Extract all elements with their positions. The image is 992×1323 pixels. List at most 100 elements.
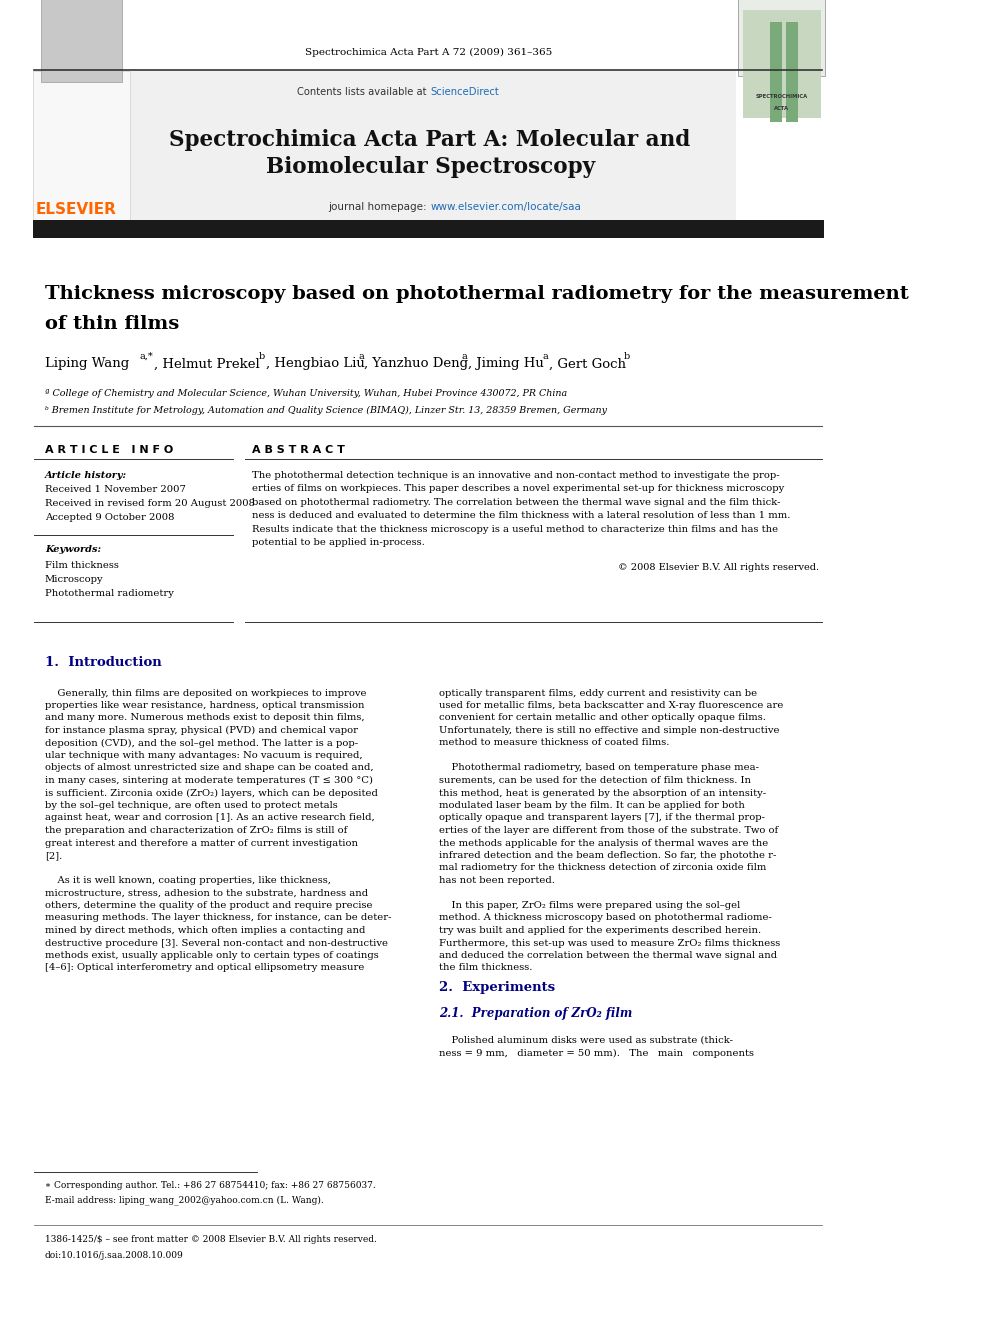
Text: potential to be applied in-process.: potential to be applied in-process. (252, 538, 425, 548)
Text: try was built and applied for the experiments described herein.: try was built and applied for the experi… (438, 926, 761, 935)
Text: Liping Wang: Liping Wang (45, 357, 129, 370)
Text: , Helmut Prekel: , Helmut Prekel (154, 357, 260, 370)
Text: used for metallic films, beta backscatter and X-ray fluorescence are: used for metallic films, beta backscatte… (438, 701, 783, 710)
Text: [4–6]: Optical interferometry and optical ellipsometry measure: [4–6]: Optical interferometry and optica… (45, 963, 364, 972)
Text: Biomolecular Spectroscopy: Biomolecular Spectroscopy (266, 156, 594, 179)
Text: Received 1 November 2007: Received 1 November 2007 (45, 486, 186, 495)
Text: the preparation and characterization of ZrO₂ films is still of: the preparation and characterization of … (45, 826, 347, 835)
Text: infrared detection and the beam deflection. So far, the photothe r-: infrared detection and the beam deflecti… (438, 851, 776, 860)
Text: erties of the layer are different from those of the substrate. Two of: erties of the layer are different from t… (438, 826, 778, 835)
Text: ness = 9 mm,   diameter = 50 mm).   The   main   components: ness = 9 mm, diameter = 50 mm). The main… (438, 1048, 754, 1057)
Text: Photothermal radiometry: Photothermal radiometry (45, 589, 174, 598)
Text: www.elsevier.com/locate/saa: www.elsevier.com/locate/saa (431, 202, 581, 212)
Text: of thin films: of thin films (45, 315, 180, 333)
Text: ELSEVIER: ELSEVIER (36, 202, 116, 217)
Text: methods exist, usually applicable only to certain types of coatings: methods exist, usually applicable only t… (45, 951, 379, 960)
Text: this method, heat is generated by the absorption of an intensity-: this method, heat is generated by the ab… (438, 789, 766, 798)
Text: in many cases, sintering at moderate temperatures (T ≤ 300 °C): in many cases, sintering at moderate tem… (45, 775, 373, 785)
Text: great interest and therefore a matter of current investigation: great interest and therefore a matter of… (45, 839, 358, 848)
Text: based on photothermal radiometry. The correlation between the thermal wave signa: based on photothermal radiometry. The co… (252, 497, 781, 507)
FancyBboxPatch shape (786, 22, 798, 122)
Text: Contents lists available at: Contents lists available at (298, 87, 431, 97)
Text: A B S T R A C T: A B S T R A C T (252, 445, 345, 455)
Text: 2.1.  Preparation of ZrO₂ film: 2.1. Preparation of ZrO₂ film (438, 1008, 632, 1020)
Text: against heat, wear and corrosion [1]. As an active research field,: against heat, wear and corrosion [1]. As… (45, 814, 375, 823)
Text: , Gert Goch: , Gert Goch (550, 357, 626, 370)
Text: method to measure thickness of coated films.: method to measure thickness of coated fi… (438, 738, 670, 747)
Text: ∗ Corresponding author. Tel.: +86 27 68754410; fax: +86 27 68756037.: ∗ Corresponding author. Tel.: +86 27 687… (45, 1181, 376, 1191)
Text: a,*: a,* (140, 352, 154, 361)
Text: ness is deduced and evaluated to determine the film thickness with a lateral res: ness is deduced and evaluated to determi… (252, 511, 791, 520)
Text: measuring methods. The layer thickness, for instance, can be deter-: measuring methods. The layer thickness, … (45, 913, 392, 922)
Text: doi:10.1016/j.saa.2008.10.009: doi:10.1016/j.saa.2008.10.009 (45, 1250, 184, 1259)
Text: mined by direct methods, which often implies a contacting and: mined by direct methods, which often imp… (45, 926, 365, 935)
Text: optically opaque and transparent layers [7], if the thermal prop-: optically opaque and transparent layers … (438, 814, 765, 823)
FancyBboxPatch shape (33, 220, 824, 238)
FancyBboxPatch shape (131, 71, 736, 232)
Text: a: a (543, 352, 549, 361)
Text: Spectrochimica Acta Part A: Molecular and: Spectrochimica Acta Part A: Molecular an… (170, 130, 690, 151)
Text: , Hengbiao Liu: , Hengbiao Liu (266, 357, 365, 370)
Text: [2].: [2]. (45, 851, 62, 860)
Text: Generally, thin films are deposited on workpieces to improve: Generally, thin films are deposited on w… (45, 688, 366, 697)
Text: The photothermal detection technique is an innovative and non-contact method to : The photothermal detection technique is … (252, 471, 780, 479)
Text: the methods applicable for the analysis of thermal waves are the: the methods applicable for the analysis … (438, 839, 768, 848)
FancyBboxPatch shape (42, 0, 122, 82)
Text: erties of films on workpieces. This paper describes a novel experimental set-up : erties of films on workpieces. This pape… (252, 484, 785, 493)
Text: Received in revised form 20 August 2008: Received in revised form 20 August 2008 (45, 500, 255, 508)
Text: deposition (CVD), and the sol–gel method. The latter is a pop-: deposition (CVD), and the sol–gel method… (45, 738, 358, 747)
FancyBboxPatch shape (771, 22, 783, 122)
Text: ular technique with many advantages: No vacuum is required,: ular technique with many advantages: No … (45, 751, 362, 759)
Text: , Yanzhuo Deng: , Yanzhuo Deng (364, 357, 468, 370)
Text: Accepted 9 October 2008: Accepted 9 October 2008 (45, 513, 175, 523)
Text: convenient for certain metallic and other optically opaque films.: convenient for certain metallic and othe… (438, 713, 766, 722)
Text: by the sol–gel technique, are often used to protect metals: by the sol–gel technique, are often used… (45, 800, 337, 810)
Text: has not been reported.: has not been reported. (438, 876, 555, 885)
Text: ᵇ Bremen Institute for Metrology, Automation and Quality Science (BIMAQ), Linzer: ᵇ Bremen Institute for Metrology, Automa… (45, 405, 607, 414)
Text: Results indicate that the thickness microscopy is a useful method to characteriz: Results indicate that the thickness micr… (252, 525, 779, 534)
FancyBboxPatch shape (738, 0, 824, 75)
Text: ª College of Chemistry and Molecular Science, Wuhan University, Wuhan, Hubei Pro: ª College of Chemistry and Molecular Sci… (45, 389, 567, 398)
Text: modulated laser beam by the film. It can be applied for both: modulated laser beam by the film. It can… (438, 800, 745, 810)
Text: a: a (358, 352, 364, 361)
Text: and deduced the correlation between the thermal wave signal and: and deduced the correlation between the … (438, 951, 777, 960)
Text: properties like wear resistance, hardness, optical transmission: properties like wear resistance, hardnes… (45, 701, 364, 710)
Text: Photothermal radiometry, based on temperature phase mea-: Photothermal radiometry, based on temper… (438, 763, 759, 773)
Text: Article history:: Article history: (45, 471, 127, 479)
Text: Thickness microscopy based on photothermal radiometry for the measurement: Thickness microscopy based on phototherm… (45, 284, 909, 303)
Text: is sufficient. Zirconia oxide (ZrO₂) layers, which can be deposited: is sufficient. Zirconia oxide (ZrO₂) lay… (45, 789, 378, 798)
Text: Keywords:: Keywords: (45, 545, 101, 554)
Text: ACTA: ACTA (774, 106, 790, 111)
Text: E-mail address: liping_wang_2002@yahoo.com.cn (L. Wang).: E-mail address: liping_wang_2002@yahoo.c… (45, 1195, 323, 1205)
Text: method. A thickness microscopy based on photothermal radiome-: method. A thickness microscopy based on … (438, 913, 772, 922)
Text: Microscopy: Microscopy (45, 574, 103, 583)
Text: surements, can be used for the detection of film thickness. In: surements, can be used for the detection… (438, 777, 751, 785)
FancyBboxPatch shape (33, 71, 130, 232)
Text: In this paper, ZrO₂ films were prepared using the sol–gel: In this paper, ZrO₂ films were prepared … (438, 901, 740, 910)
Text: optically transparent films, eddy current and resistivity can be: optically transparent films, eddy curren… (438, 688, 757, 697)
Text: As it is well known, coating properties, like thickness,: As it is well known, coating properties,… (45, 876, 331, 885)
Text: others, determine the quality of the product and require precise: others, determine the quality of the pro… (45, 901, 372, 910)
Text: A R T I C L E   I N F O: A R T I C L E I N F O (45, 445, 174, 455)
Text: b: b (624, 352, 630, 361)
Text: 1386-1425/$ – see front matter © 2008 Elsevier B.V. All rights reserved.: 1386-1425/$ – see front matter © 2008 El… (45, 1236, 377, 1245)
Text: 2.  Experiments: 2. Experiments (438, 982, 555, 995)
Text: Unfortunately, there is still no effective and simple non-destructive: Unfortunately, there is still no effecti… (438, 726, 780, 736)
Text: Furthermore, this set-up was used to measure ZrO₂ films thickness: Furthermore, this set-up was used to mea… (438, 938, 780, 947)
Text: ScienceDirect: ScienceDirect (431, 87, 499, 97)
Text: for instance plasma spray, physical (PVD) and chemical vapor: for instance plasma spray, physical (PVD… (45, 726, 358, 736)
Text: 1.  Introduction: 1. Introduction (45, 656, 162, 669)
Text: microstructure, stress, adhesion to the substrate, hardness and: microstructure, stress, adhesion to the … (45, 889, 368, 897)
Text: SPECTROCHIMICA: SPECTROCHIMICA (756, 94, 807, 98)
Text: Spectrochimica Acta Part A 72 (2009) 361–365: Spectrochimica Acta Part A 72 (2009) 361… (305, 48, 552, 57)
Text: © 2008 Elsevier B.V. All rights reserved.: © 2008 Elsevier B.V. All rights reserved… (618, 562, 818, 572)
Text: objects of almost unrestricted size and shape can be coated and,: objects of almost unrestricted size and … (45, 763, 374, 773)
Text: Film thickness: Film thickness (45, 561, 119, 569)
Text: a: a (461, 352, 467, 361)
Text: and many more. Numerous methods exist to deposit thin films,: and many more. Numerous methods exist to… (45, 713, 364, 722)
Text: the film thickness.: the film thickness. (438, 963, 532, 972)
FancyBboxPatch shape (743, 11, 821, 118)
Text: , Jiming Hu: , Jiming Hu (468, 357, 544, 370)
Text: destructive procedure [3]. Several non-contact and non-destructive: destructive procedure [3]. Several non-c… (45, 938, 388, 947)
Text: journal homepage:: journal homepage: (328, 202, 431, 212)
